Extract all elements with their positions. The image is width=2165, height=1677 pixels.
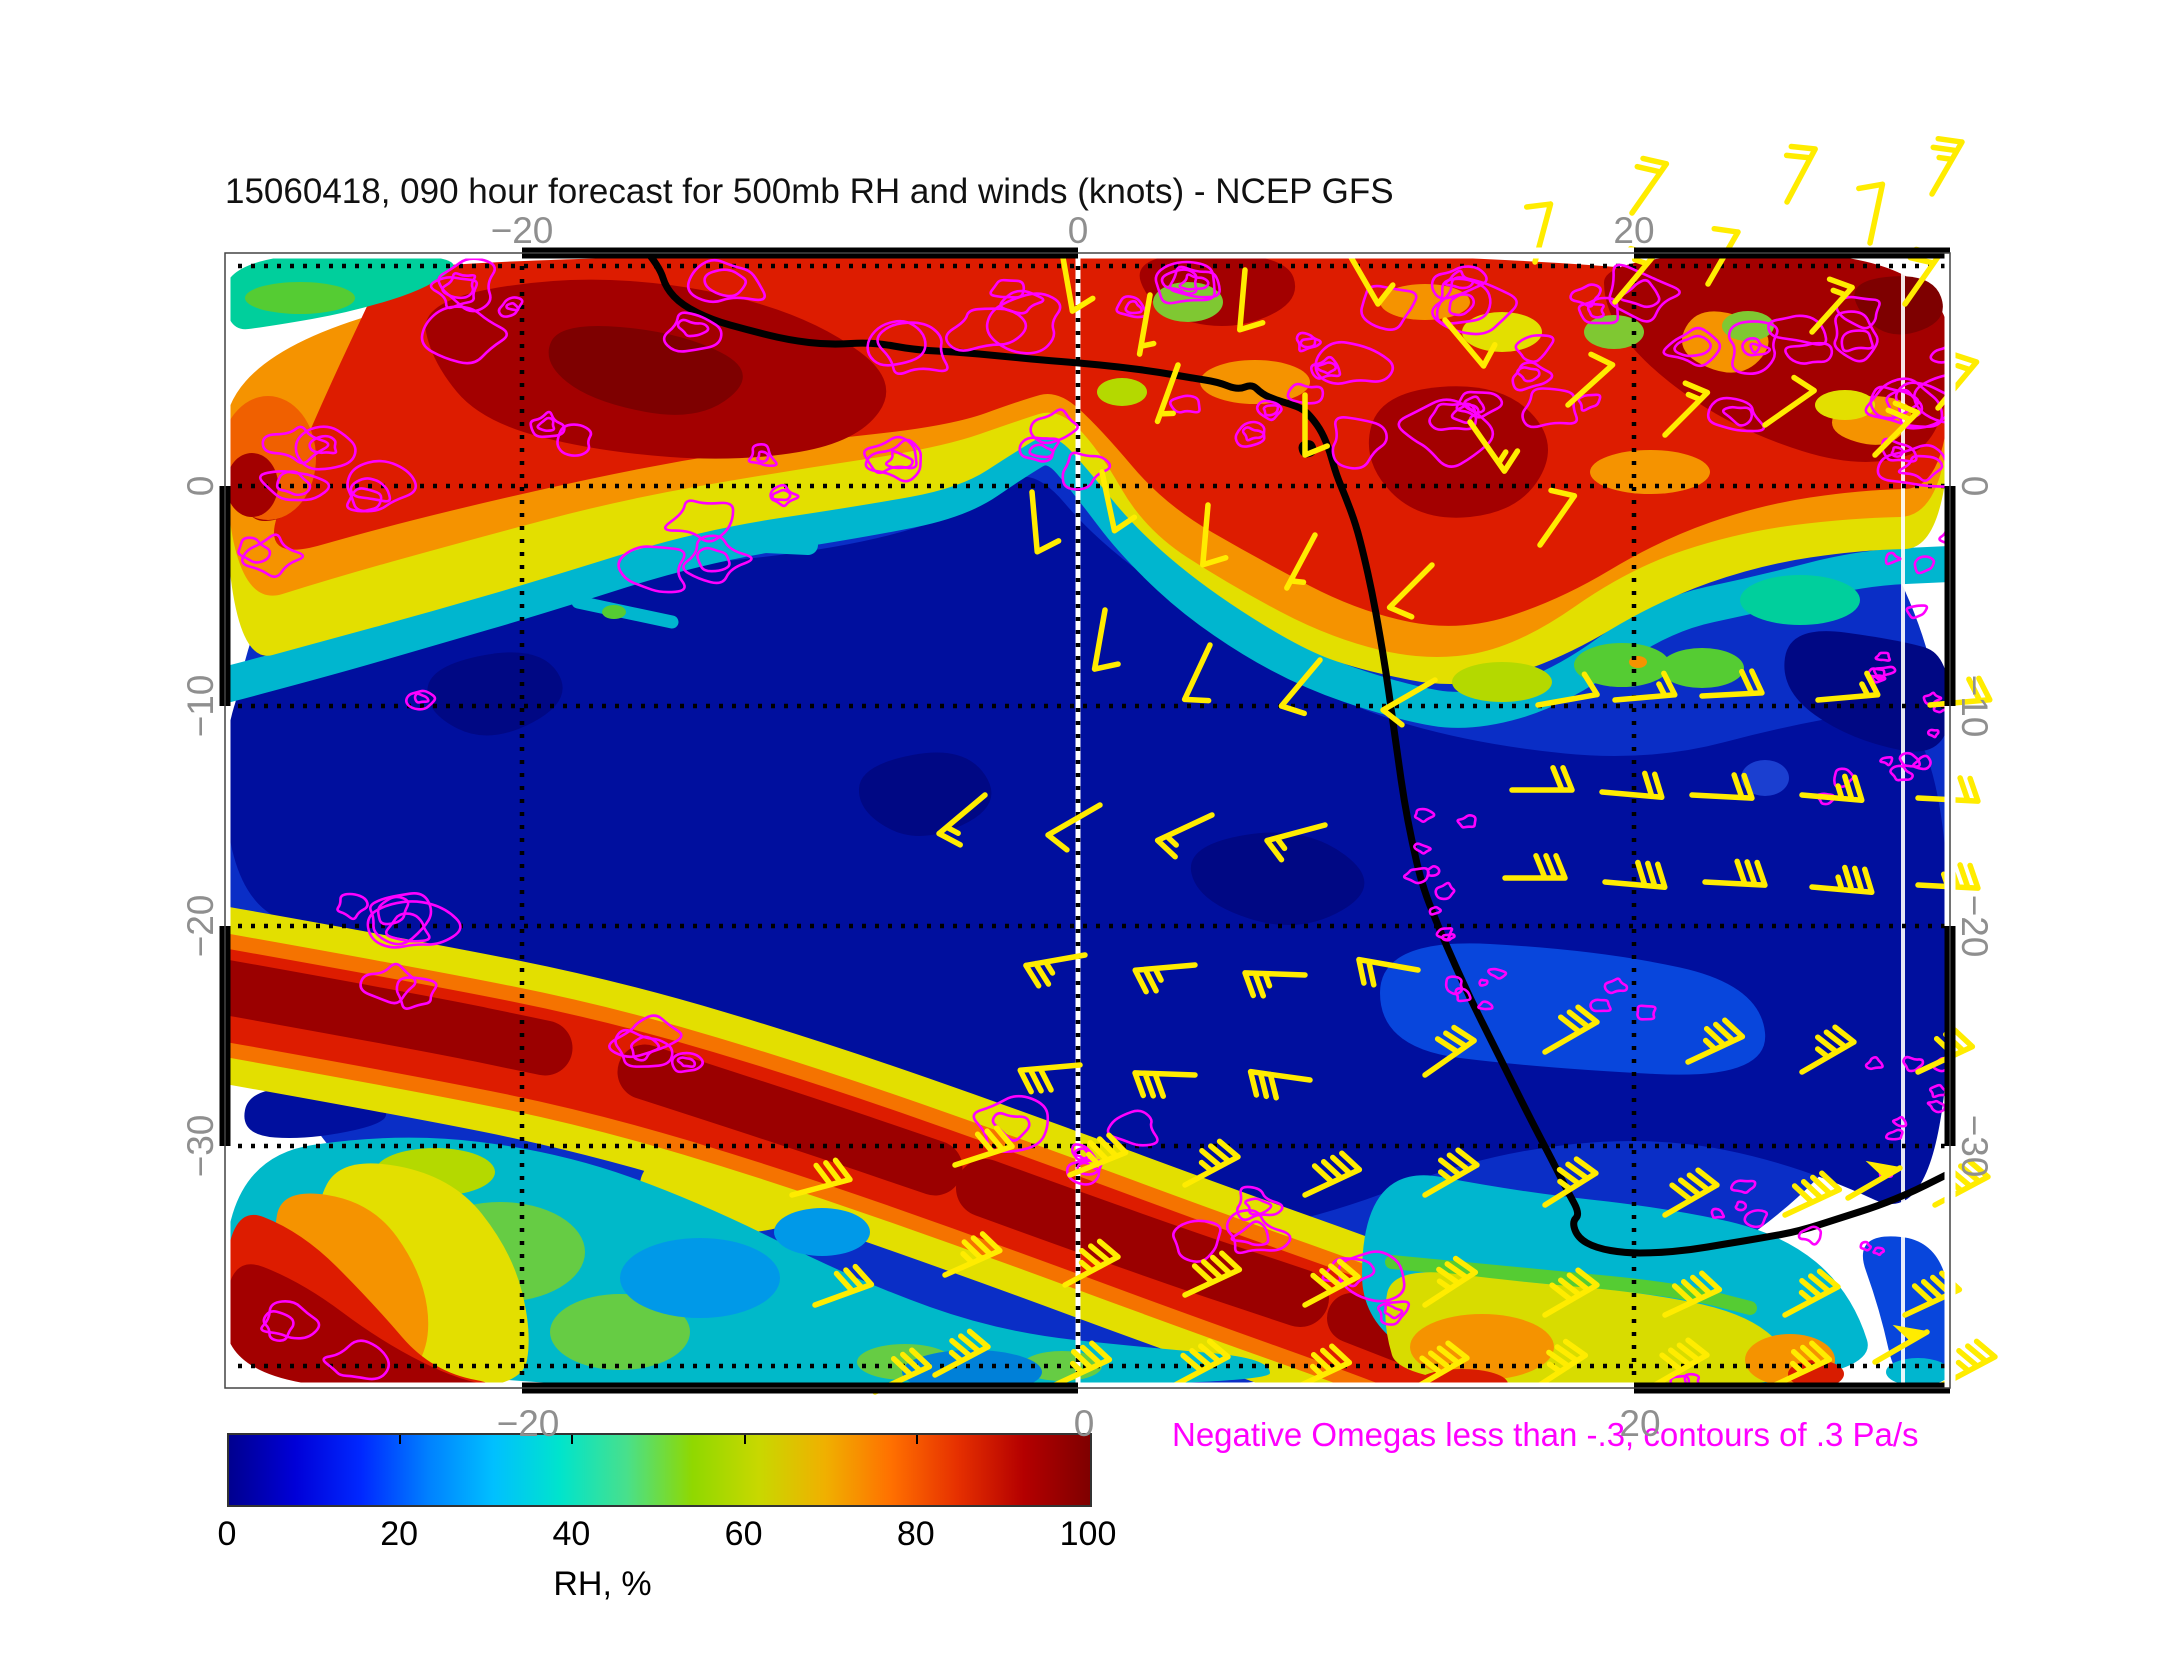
left-axis-label: 0: [180, 475, 221, 497]
colorbar-tick-mark: [743, 1435, 746, 1444]
rh-fill-field: [225, 253, 1950, 1388]
wind-barbs: [789, 135, 1998, 1395]
colorbar-tick-mark: [915, 1435, 918, 1444]
gridlines: [225, 253, 1950, 1388]
colorbar-tick-label: 20: [380, 1515, 419, 1553]
bottom-axis-label: 0: [1073, 1403, 1095, 1444]
top-axis-label: 0: [1067, 210, 1089, 251]
colorbar-tick-label: 40: [552, 1515, 591, 1553]
colorbar-tick-label: 80: [896, 1515, 935, 1553]
top-axis-label: 20: [1613, 210, 1655, 251]
colorbar-tick-label: 60: [724, 1515, 763, 1553]
left-axis-label: −20: [180, 894, 221, 958]
colorbar-axis-label: RH, %: [553, 1565, 652, 1603]
right-axis-label: −10: [1954, 674, 1995, 738]
bottom-axis-label: −20: [496, 1403, 560, 1444]
top-axis-label: −20: [490, 210, 554, 251]
right-axis-label: −30: [1954, 1114, 1995, 1178]
omega-annotation: Negative Omegas less than -.3, contours …: [1172, 1416, 1919, 1453]
page-title: 15060418, 090 hour forecast for 500mb RH…: [225, 172, 1394, 211]
bottom-axis-label: 20: [1619, 1403, 1661, 1444]
colorbar-tick-mark: [399, 1435, 402, 1444]
map-frame: [219, 247, 1956, 1394]
left-axis-label: −30: [180, 1114, 221, 1178]
colorbar-tick-label: 100: [1059, 1515, 1117, 1553]
negative-omega-contours: [237, 257, 1950, 1388]
left-axis-label: −10: [180, 674, 221, 738]
colorbar-tick-mark: [571, 1435, 574, 1444]
colorbar-tick-label: 0: [217, 1515, 237, 1553]
right-axis-label: 0: [1954, 475, 1995, 497]
right-axis-label: −20: [1954, 894, 1995, 958]
rh-colorbar: [227, 1433, 1092, 1507]
